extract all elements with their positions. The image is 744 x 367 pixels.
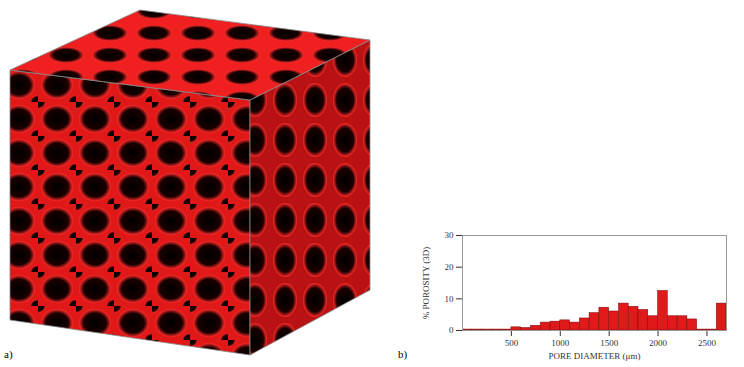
- svg-text:10: 10: [445, 294, 455, 304]
- svg-text:% POROSITY (3D): % POROSITY (3D): [421, 247, 431, 320]
- svg-text:1500: 1500: [600, 338, 619, 348]
- svg-text:0: 0: [449, 325, 454, 335]
- svg-text:PORE DIAMETER (μm): PORE DIAMETER (μm): [549, 351, 641, 361]
- svg-text:2500: 2500: [698, 338, 717, 348]
- html-text:a): a): [4, 348, 13, 360]
- svg-text:500: 500: [505, 338, 519, 348]
- svg-text:1000: 1000: [551, 338, 570, 348]
- svg-text:30: 30: [445, 230, 455, 240]
- svg-text:20: 20: [445, 262, 455, 272]
- html-text:b): b): [398, 348, 408, 360]
- svg-text:2000: 2000: [649, 338, 668, 348]
